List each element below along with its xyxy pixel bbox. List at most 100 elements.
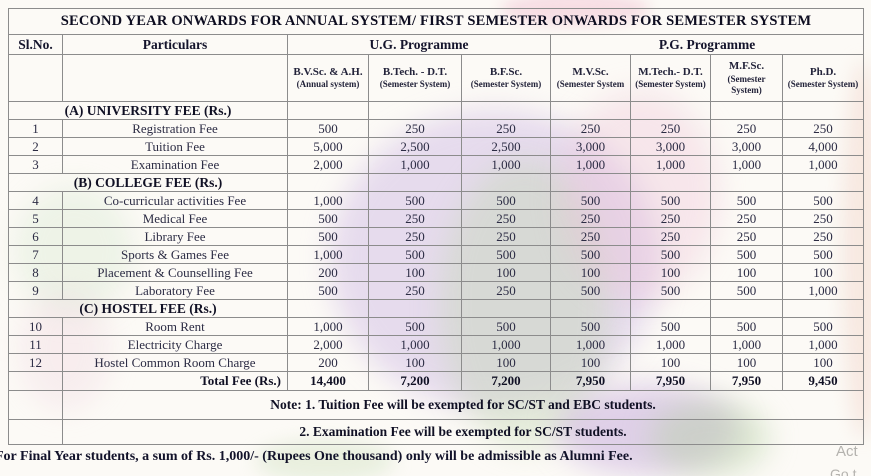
empty-cell (710, 173, 783, 192)
fee-cell: 1,000 (550, 335, 631, 354)
fee-cell: 100 (710, 353, 783, 372)
fee-cell: 500 (368, 191, 462, 210)
fee-cell: 250 (710, 227, 783, 246)
empty-cell (287, 101, 369, 120)
empty-cell (461, 173, 551, 192)
fee-cell: 500 (461, 317, 551, 336)
programme-system: (Semester System (556, 79, 625, 90)
table-title: SECOND YEAR ONWARDS FOR ANNUAL SYSTEM/ F… (7, 8, 865, 35)
table-row: 3 Examination Fee 2,000 1,000 1,000 1,000 1,00… (8, 155, 865, 174)
section-header-row: (A) UNIVERSITY FEE (Rs.) (8, 101, 865, 120)
table-row: 2 Tuition Fee 5,000 2,500 2,500 3,000 3,000 3,0… (8, 137, 865, 156)
fee-cell: 500 (710, 191, 783, 210)
empty-cell (287, 299, 369, 318)
fee-cell: 100 (368, 263, 462, 282)
programme-system: (Semester System) (787, 79, 859, 90)
note-text: 2. Examination Fee will be exempted for … (61, 419, 865, 445)
fee-cell: 250 (630, 227, 711, 246)
fee-cell: 100 (630, 263, 711, 282)
col-header-programme: B.F.Sc. (Semester System) (461, 54, 551, 102)
fee-cell: 100 (550, 353, 631, 372)
fee-cell: 250 (550, 227, 631, 246)
fee-cell: 100 (630, 353, 711, 372)
particulars-cell: Laboratory Fee (62, 281, 288, 300)
slno-cell: 1 (8, 119, 63, 138)
table-row: 5 Medical Fee 500 250 250 250 250 250 250 (8, 209, 865, 228)
note-row: Note: 1. Tuition Fee will be exempted fo… (8, 390, 865, 420)
fee-cell: 1,000 (461, 155, 551, 174)
programme-name: B.Tech. - D.T. (382, 65, 448, 78)
programme-name: B.F.Sc. (489, 65, 523, 78)
col-group-ug-programme: U.G. Programme (287, 34, 551, 55)
programme-name: M.V.Sc. (572, 65, 609, 78)
empty-cell (550, 173, 631, 192)
fee-cell: 1,000 (710, 335, 783, 354)
fee-cell: 500 (710, 317, 783, 336)
fee-cell: 1,000 (461, 335, 551, 354)
empty-cell (62, 54, 288, 102)
col-header-particulars: Particulars (62, 34, 288, 55)
table-row: 10 Room Rent 1,000 500 500 500 500 500 500 (8, 317, 865, 336)
table-row: 11 Electricity Charge 2,000 1,000 1,000 1,000… (8, 335, 865, 354)
fee-cell: 250 (550, 209, 631, 228)
fee-cell: 250 (368, 209, 462, 228)
particulars-cell: Room Rent (62, 317, 288, 336)
col-header-programme: B.Tech. - D.T. (Semester System) (368, 54, 462, 102)
empty-cell (368, 173, 462, 192)
empty-cell (630, 101, 711, 120)
total-fee-cell: 14,400 (287, 371, 369, 391)
particulars-cell: Library Fee (62, 227, 288, 246)
programme-name: M.Tech.- D.T. (638, 65, 703, 78)
empty-cell (8, 419, 63, 445)
fee-cell: 1,000 (781, 155, 865, 174)
empty-cell (630, 173, 711, 192)
col-header-programme: M.F.Sc. (Semester System) (710, 54, 783, 102)
col-header-programme: Ph.D. (Semester System) (781, 54, 865, 102)
fee-cell: 500 (461, 245, 551, 264)
programme-system: (Semester System) (379, 79, 451, 90)
fee-cell: 500 (630, 245, 711, 264)
table-row: 8 Placement & Counselling Fee 200 100 100 100… (8, 263, 865, 282)
fee-cell: 500 (550, 245, 631, 264)
fee-cell: 200 (287, 263, 369, 282)
fee-cell: 2,500 (368, 137, 462, 156)
slno-cell: 7 (8, 245, 63, 264)
particulars-cell: Tuition Fee (62, 137, 288, 156)
fee-cell: 3,000 (550, 137, 631, 156)
fee-cell: 1,000 (287, 245, 369, 264)
fee-cell: 1,000 (368, 335, 462, 354)
empty-cell (781, 299, 865, 318)
group-header-row: Sl.No. Particulars U.G. Programme P.G. P… (8, 34, 865, 55)
fee-cell: 500 (630, 317, 711, 336)
section-heading: (C) HOSTEL FEE (Rs.) (8, 299, 288, 318)
fee-cell: 250 (368, 227, 462, 246)
empty-cell (8, 390, 63, 420)
fee-cell: 1,000 (781, 335, 865, 354)
particulars-cell: Registration Fee (62, 119, 288, 138)
fee-cell: 250 (461, 209, 551, 228)
slno-cell: 10 (8, 317, 63, 336)
particulars-cell: Placement & Counselling Fee (62, 263, 288, 282)
section-heading: (B) COLLEGE FEE (Rs.) (8, 173, 288, 192)
table-row: 4 Co-curricular activities Fee 1,000 500 500… (8, 191, 865, 210)
slno-cell: 12 (8, 353, 63, 372)
particulars-cell: Sports & Games Fee (62, 245, 288, 264)
table-row: 12 Hostel Common Room Charge 200 100 100 100 1… (8, 353, 865, 372)
empty-cell (368, 299, 462, 318)
empty-cell (781, 173, 865, 192)
note-row: 2. Examination Fee will be exempted for … (8, 419, 865, 445)
fee-cell: 100 (710, 263, 783, 282)
slno-cell: 11 (8, 335, 63, 354)
fee-cell: 1,000 (781, 281, 865, 300)
fee-cell: 500 (710, 245, 783, 264)
particulars-cell: Electricity Charge (62, 335, 288, 354)
particulars-cell: Hostel Common Room Charge (62, 353, 288, 372)
empty-cell (461, 101, 551, 120)
slno-cell: 8 (8, 263, 63, 282)
slno-cell: 5 (8, 209, 63, 228)
fee-cell: 100 (461, 353, 551, 372)
fee-cell: 250 (461, 281, 551, 300)
note-text: Note: 1. Tuition Fee will be exempted fo… (61, 390, 865, 420)
empty-cell (8, 54, 63, 102)
